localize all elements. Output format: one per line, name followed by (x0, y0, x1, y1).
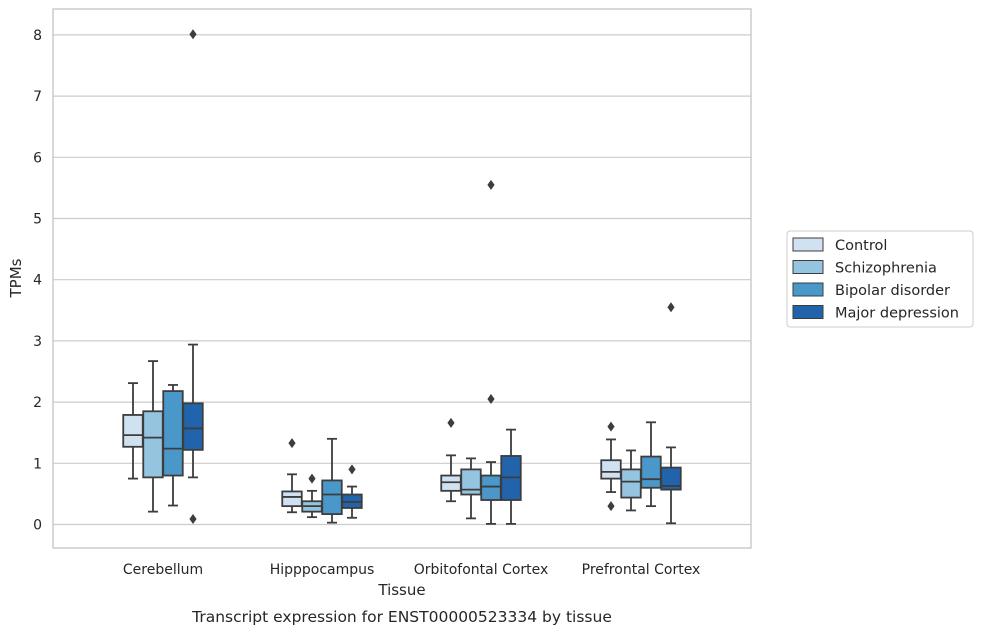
box-plot (500, 428, 522, 525)
y-tick-label: 2 (33, 395, 42, 411)
series-control (122, 382, 622, 514)
outlier-marker (607, 501, 615, 512)
legend-swatch (792, 305, 824, 319)
y-tick-label: 8 (33, 28, 42, 44)
outlier-marker (189, 513, 197, 524)
series-bipolar-disorder (162, 179, 662, 525)
box-iqr (600, 459, 622, 480)
legend-item: Control (792, 237, 887, 254)
y-tick-label: 5 (33, 212, 42, 228)
box-plot (600, 421, 622, 512)
y-tick-label: 1 (33, 456, 42, 472)
outlier-marker (348, 464, 356, 475)
y-tick-label: 4 (33, 273, 42, 289)
x-tick-label: Hipppocampus (270, 562, 375, 578)
box-plot (440, 417, 462, 503)
outlier-marker (447, 417, 455, 428)
outlier-marker (288, 438, 296, 449)
x-tick-label: Prefrontal Cortex (582, 562, 701, 578)
outlier-marker (189, 29, 197, 40)
box-plot (122, 382, 144, 480)
legend-item: Major depression (792, 305, 959, 322)
box-iqr (122, 414, 144, 448)
y-tick-label: 3 (33, 334, 42, 350)
chart-caption: Transcript expression for ENST0000052333… (191, 608, 612, 626)
box-plot (660, 302, 682, 525)
plot-area-frame (52, 8, 752, 549)
legend-frame (786, 230, 974, 328)
legend-swatch (792, 237, 824, 252)
outlier-marker (487, 394, 495, 405)
box-iqr (440, 474, 462, 492)
box-plot (281, 438, 303, 514)
x-tick-label: Orbitofontal Cortex (414, 562, 549, 578)
series-major-depression (182, 29, 682, 525)
legend-label: Control (835, 238, 887, 254)
box-plot (341, 464, 363, 519)
legend: Control Schizophrenia Bipolar disorder Majo… (786, 230, 974, 328)
legend-label: Major depression (835, 306, 959, 322)
outlier-marker (607, 421, 615, 432)
box-iqr (640, 455, 662, 489)
box-iqr (660, 466, 682, 491)
x-axis-title: Tissue (377, 581, 425, 599)
y-tick-label: 0 (33, 518, 42, 534)
box-plot (301, 473, 323, 519)
box-iqr (142, 410, 164, 479)
y-tick-label: 7 (33, 89, 42, 105)
y-tick-labels: 0 1 2 3 4 5 6 7 8 (33, 28, 42, 534)
box-plot (162, 384, 184, 507)
box-plot-series (122, 29, 682, 525)
x-tick-label: Cerebellum (123, 562, 203, 578)
series-schizophrenia (142, 360, 642, 520)
outlier-marker (667, 302, 675, 313)
legend-swatch (792, 282, 824, 297)
box-plot (480, 179, 502, 525)
box-plot (640, 421, 662, 508)
box-iqr (620, 468, 642, 499)
box-iqr (182, 402, 204, 451)
outlier-marker (487, 179, 495, 190)
box-iqr (480, 474, 502, 501)
legend-item: Schizophrenia (792, 260, 937, 277)
box-plot (142, 360, 164, 513)
outlier-marker (308, 473, 316, 484)
box-plot (321, 437, 343, 524)
box-plot (460, 457, 482, 520)
box-iqr (281, 490, 303, 508)
y-tick-label: 6 (33, 150, 42, 166)
legend-swatch (792, 260, 824, 274)
box-iqr (460, 468, 482, 496)
box-iqr (321, 479, 343, 515)
legend-label: Schizophrenia (835, 261, 937, 277)
box-plot (182, 29, 204, 524)
y-axis-title: TPMs (7, 258, 25, 298)
legend-label: Bipolar disorder (835, 283, 950, 299)
legend-item: Bipolar disorder (792, 282, 950, 299)
box-iqr (162, 390, 184, 477)
box-plot (620, 449, 642, 512)
x-tick-labels: Cerebellum Hipppocampus Orbitofontal Corte… (123, 562, 700, 578)
